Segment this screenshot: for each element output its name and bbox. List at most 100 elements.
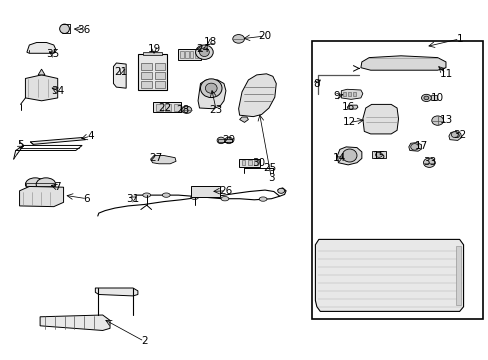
Text: 2: 2 <box>141 336 147 346</box>
Text: 31: 31 <box>126 194 140 204</box>
Text: 9: 9 <box>332 91 339 102</box>
Text: 16: 16 <box>341 102 354 112</box>
Bar <box>142 52 162 55</box>
Polygon shape <box>20 186 63 207</box>
Ellipse shape <box>259 197 266 201</box>
Bar <box>173 104 180 111</box>
Polygon shape <box>362 104 398 134</box>
Text: 30: 30 <box>252 158 265 168</box>
Ellipse shape <box>421 94 430 102</box>
Bar <box>141 72 151 79</box>
Polygon shape <box>346 105 357 109</box>
Bar <box>138 54 166 90</box>
Ellipse shape <box>277 188 284 193</box>
Ellipse shape <box>200 79 222 98</box>
Bar <box>141 63 151 70</box>
Ellipse shape <box>182 106 191 113</box>
Ellipse shape <box>410 144 418 150</box>
Ellipse shape <box>190 195 198 199</box>
Polygon shape <box>25 75 58 101</box>
Text: 29: 29 <box>222 135 235 145</box>
Text: 3: 3 <box>267 173 274 183</box>
Bar <box>154 81 165 88</box>
Bar <box>165 104 171 111</box>
Polygon shape <box>40 315 110 330</box>
Text: 10: 10 <box>430 93 443 103</box>
Text: 18: 18 <box>203 37 217 48</box>
Bar <box>254 160 258 165</box>
Bar <box>184 51 188 58</box>
Bar <box>154 63 165 70</box>
Bar <box>247 160 251 165</box>
Polygon shape <box>150 156 176 164</box>
Text: 11: 11 <box>438 69 452 79</box>
Bar <box>430 95 436 100</box>
Bar <box>156 104 162 111</box>
Text: 32: 32 <box>452 130 466 140</box>
Text: 28: 28 <box>176 105 190 115</box>
Polygon shape <box>27 42 56 53</box>
Polygon shape <box>238 74 276 117</box>
Text: 36: 36 <box>77 24 91 35</box>
Bar <box>347 92 350 96</box>
Polygon shape <box>198 80 225 109</box>
Bar <box>154 72 165 79</box>
Ellipse shape <box>217 137 224 144</box>
Text: 20: 20 <box>258 31 271 41</box>
Bar <box>189 51 193 58</box>
Ellipse shape <box>342 149 356 162</box>
Polygon shape <box>448 131 461 140</box>
Bar <box>191 186 219 197</box>
Text: 15: 15 <box>371 150 385 161</box>
Bar <box>239 159 259 167</box>
Ellipse shape <box>36 178 56 191</box>
Bar <box>180 51 183 58</box>
Ellipse shape <box>205 83 217 93</box>
Ellipse shape <box>450 132 457 138</box>
Polygon shape <box>315 239 463 311</box>
Polygon shape <box>337 147 361 165</box>
Ellipse shape <box>199 48 209 57</box>
Polygon shape <box>408 143 421 151</box>
Polygon shape <box>30 138 85 144</box>
Ellipse shape <box>162 193 170 197</box>
Text: 13: 13 <box>438 114 452 125</box>
Bar <box>178 49 201 60</box>
Polygon shape <box>341 89 362 99</box>
Polygon shape <box>95 288 138 296</box>
Bar <box>343 92 346 96</box>
Text: 21: 21 <box>114 67 128 77</box>
Text: 8: 8 <box>313 78 320 89</box>
Text: 12: 12 <box>342 117 356 127</box>
Text: 35: 35 <box>46 49 60 59</box>
Bar <box>141 81 151 88</box>
Bar <box>311 41 482 319</box>
Text: 24: 24 <box>196 44 209 54</box>
Text: 14: 14 <box>332 153 346 163</box>
Ellipse shape <box>431 116 443 125</box>
Text: 7: 7 <box>54 182 61 192</box>
Bar <box>26 183 54 186</box>
Ellipse shape <box>375 152 382 157</box>
Polygon shape <box>239 117 248 122</box>
Text: 5: 5 <box>17 140 24 150</box>
Text: 34: 34 <box>51 86 64 96</box>
Text: 27: 27 <box>148 153 162 163</box>
Bar <box>455 246 460 305</box>
Ellipse shape <box>195 45 213 59</box>
Bar <box>352 92 355 96</box>
Text: 19: 19 <box>147 44 161 54</box>
Text: 33: 33 <box>422 157 435 167</box>
Text: 26: 26 <box>219 186 232 196</box>
Ellipse shape <box>232 35 244 43</box>
Ellipse shape <box>423 96 428 100</box>
Ellipse shape <box>224 137 232 144</box>
Polygon shape <box>113 63 126 88</box>
Polygon shape <box>38 69 45 75</box>
Bar <box>371 151 385 158</box>
Text: 25: 25 <box>263 163 276 174</box>
Text: 1: 1 <box>455 34 462 44</box>
Polygon shape <box>360 56 445 70</box>
Ellipse shape <box>142 193 150 197</box>
Ellipse shape <box>423 158 434 167</box>
